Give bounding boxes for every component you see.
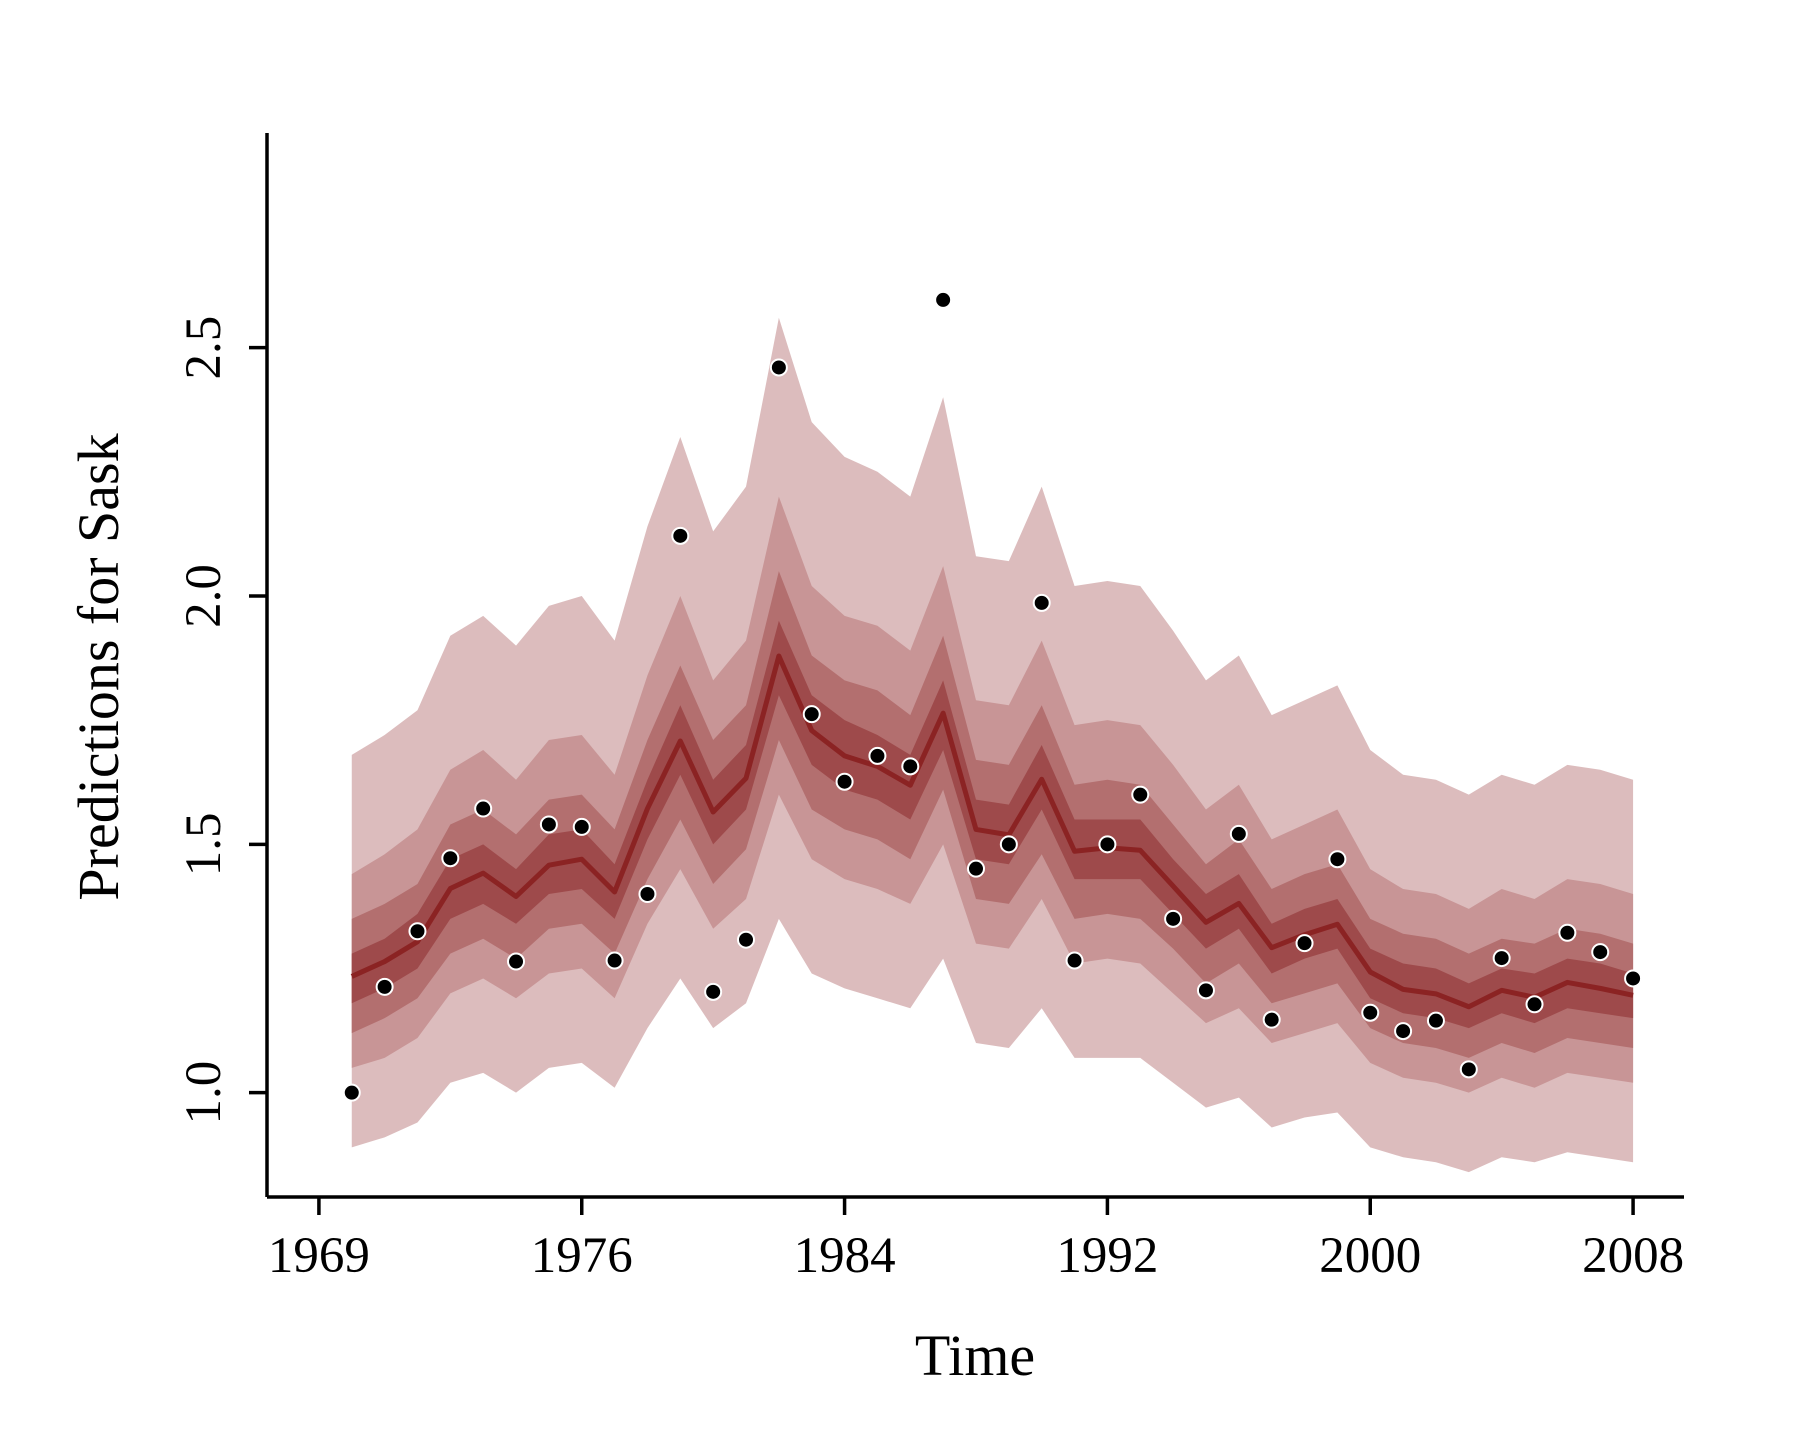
observed-point <box>605 951 624 970</box>
observed-point <box>474 799 493 818</box>
observed-point <box>1262 1010 1281 1029</box>
observed-point <box>1624 969 1643 988</box>
x-tick-label: 1969 <box>268 1228 370 1284</box>
observed-point <box>1098 835 1117 854</box>
observed-point <box>901 757 920 776</box>
y-tick-label: 2.5 <box>176 316 232 380</box>
observed-point <box>671 526 690 545</box>
observed-point <box>572 817 591 836</box>
observed-point <box>1459 1060 1478 1079</box>
observed-point <box>1394 1022 1413 1041</box>
x-tick-label: 2008 <box>1582 1228 1684 1284</box>
observed-point <box>704 982 723 1001</box>
observed-point <box>1361 1003 1380 1022</box>
observed-point <box>737 930 756 949</box>
observed-point <box>408 922 427 941</box>
observed-point <box>638 884 657 903</box>
observed-point <box>868 746 887 765</box>
observed-point <box>1164 909 1183 928</box>
observed-point <box>1196 981 1215 1000</box>
observed-point <box>1229 824 1248 843</box>
y-axis-title: Predictions for Sask <box>66 433 131 900</box>
observed-point <box>1065 951 1084 970</box>
interval-band <box>351 620 1634 1029</box>
median-line <box>350 653 1634 1010</box>
y-tick-label: 2.0 <box>176 564 232 628</box>
observed-point <box>1492 949 1511 968</box>
observed-point <box>1032 593 1051 612</box>
x-tick-label: 1976 <box>531 1228 633 1284</box>
x-tick-label: 1992 <box>1056 1228 1158 1284</box>
observed-point <box>539 815 558 834</box>
y-tick-label: 1.0 <box>176 1061 232 1125</box>
observed-point <box>966 859 985 878</box>
observed-point <box>769 358 788 377</box>
observed-point <box>342 1083 361 1102</box>
x-tick-label: 1984 <box>794 1228 896 1284</box>
x-tick-label: 2000 <box>1319 1228 1421 1284</box>
observed-point <box>934 290 953 309</box>
observed-point <box>802 705 821 724</box>
observed-point <box>441 849 460 868</box>
observed-point <box>1426 1011 1445 1030</box>
observed-point <box>507 952 526 971</box>
observed-point <box>1295 934 1314 953</box>
observed-point <box>1525 995 1544 1014</box>
observed-point <box>1131 785 1150 804</box>
x-axis-title: Time <box>915 1323 1035 1388</box>
observed-point <box>1328 850 1347 869</box>
observed-point <box>835 772 854 791</box>
observed-point <box>1558 923 1577 942</box>
observed-point <box>1591 943 1610 962</box>
y-tick-label: 1.5 <box>176 812 232 876</box>
observed-point <box>999 835 1018 854</box>
observed-point <box>375 977 394 996</box>
